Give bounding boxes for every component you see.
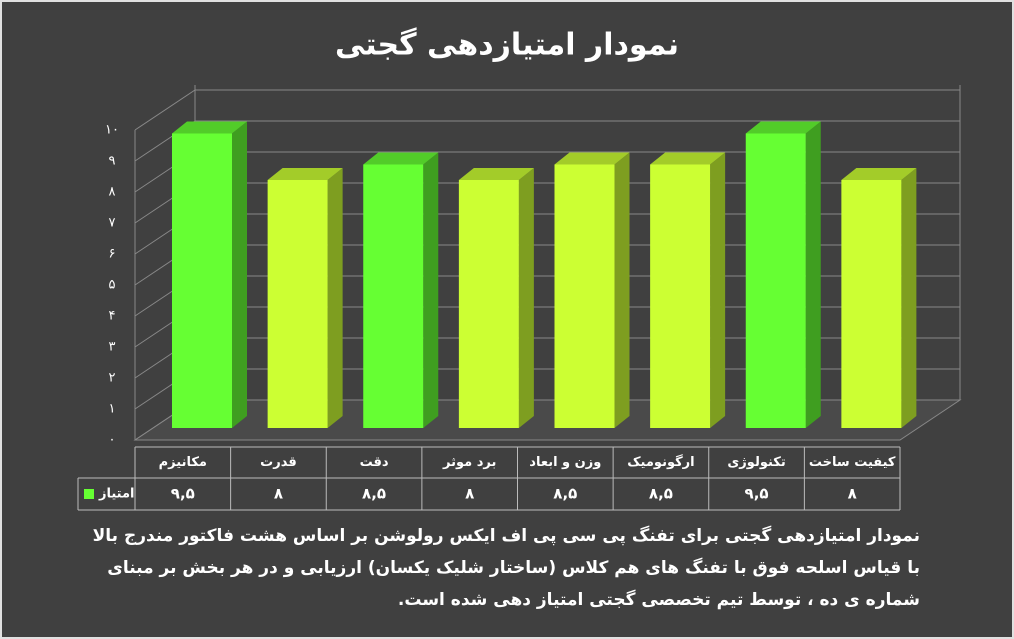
bar (554, 164, 615, 428)
y-tick-label: ۱۰ (105, 123, 119, 138)
bar-top (172, 121, 247, 134)
bar (458, 180, 519, 428)
bar (841, 180, 902, 428)
data-label: ۸,۵ (553, 485, 577, 503)
y-tick-label: ۱ (109, 402, 116, 417)
bar-side (423, 152, 439, 428)
y-tick-label: ۹ (109, 154, 116, 169)
bar-top (363, 152, 439, 165)
bar-top (554, 152, 630, 165)
data-label: ۸ (848, 485, 857, 503)
bar (267, 180, 328, 428)
y-tick-label: ۸ (109, 185, 116, 200)
data-label: ۹,۵ (171, 485, 195, 503)
bar (650, 164, 711, 428)
caption: نمودار امتیازدهی گجتی برای تفنگ پی سی پی… (92, 526, 920, 610)
x-tick-label: کیفیت ساخت (809, 455, 896, 470)
y-tick-label: ۰ (109, 433, 116, 448)
legend-label: امتیاز (98, 487, 134, 502)
data-label: ۹,۵ (745, 485, 769, 503)
chart-title: نمودار امتیازدهی گجتی (335, 27, 679, 63)
y-tick-label: ۴ (109, 309, 116, 324)
y-tick-label: ۳ (109, 340, 116, 355)
x-tick-label: مکانیزم (159, 455, 207, 470)
bar-top (458, 168, 534, 180)
bar-side (805, 121, 821, 428)
data-label: ۸ (274, 485, 283, 503)
bar-top (267, 168, 343, 180)
x-tick-label: تکنولوژی (727, 455, 785, 470)
bar-side (232, 121, 247, 428)
x-tick-label: برد موثر (442, 455, 496, 470)
x-tick-label: دقت (360, 455, 389, 470)
bar (363, 164, 424, 428)
floor (133, 399, 962, 441)
x-tick-label: ارگونومیک (627, 454, 694, 470)
y-tick-label: ۵ (109, 278, 116, 293)
y-tick-label: ۷ (109, 216, 116, 231)
bar-side (614, 152, 630, 428)
data-label: ۸,۵ (362, 485, 386, 503)
x-tick-label: وزن و ابعاد (529, 455, 601, 470)
grid-line (134, 89, 960, 131)
bar-top (650, 152, 726, 165)
bar-side (710, 152, 726, 428)
bar-top (841, 168, 917, 180)
grid-line (134, 120, 960, 162)
bar-top (745, 121, 821, 134)
bar (745, 133, 806, 428)
bar-side (518, 168, 534, 428)
data-label: ۸,۵ (649, 485, 673, 503)
y-tick-label: ۲ (109, 371, 116, 386)
legend-key (84, 489, 94, 499)
bar-side (901, 168, 917, 428)
data-label: ۸ (465, 485, 474, 503)
bar (172, 133, 232, 428)
bar-side (327, 168, 343, 428)
x-tick-label: قدرت (260, 455, 297, 470)
y-tick-label: ۶ (109, 247, 116, 262)
